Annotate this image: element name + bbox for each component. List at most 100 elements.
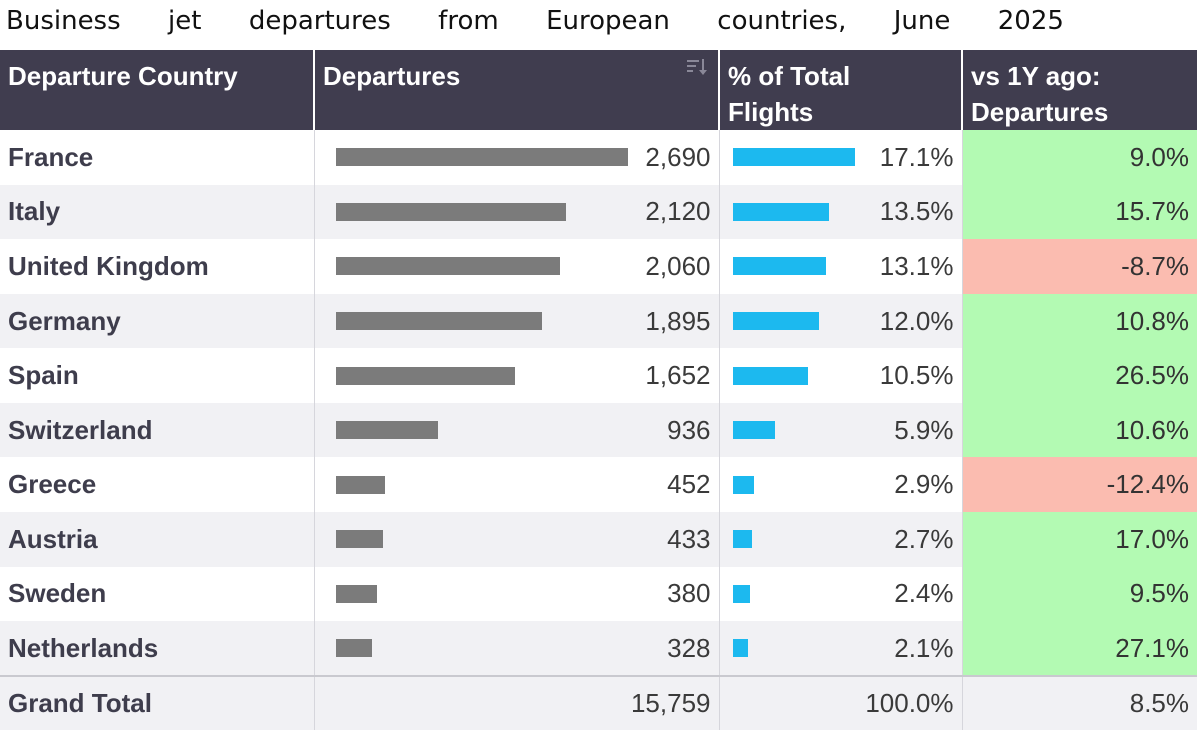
table-row[interactable]: Germany 1,895 12.0% 10.8% [0,293,1197,349]
share-cell: 12.0% [718,293,962,349]
share-value: 5.9% [894,414,954,445]
table-row[interactable]: Spain 1,652 10.5% 26.5% [0,348,1197,403]
departures-cell: 2,120 [313,184,719,240]
grand-total-departures: 15,759 [313,674,719,730]
departures-value: 1,652 [645,360,711,391]
table-row[interactable]: Austria 433 2.7% 17.0% [0,512,1197,567]
header-change-line1: vs 1Y ago: [971,61,1101,91]
share-bar [732,530,752,549]
country-cell: Italy [0,184,314,240]
table-row[interactable]: Netherlands 328 2.1% 27.1% [0,621,1197,676]
share-value: 12.0% [879,305,954,336]
change-cell: 27.1% [961,621,1197,676]
departures-bar [335,148,628,167]
departures-value: 2,060 [645,250,711,281]
departures-cell: 433 [313,512,719,567]
share-value: 13.5% [879,196,954,227]
title-word: jet [168,6,202,36]
departures-value: 380 [667,578,711,609]
departures-bar [335,475,385,494]
change-cell: 26.5% [961,348,1197,403]
chart-title: Business jet departures from European countri… [6,4,1064,38]
country-cell: United Kingdom [0,239,314,294]
header-row: Departure Country Departures % of Total … [0,50,1197,130]
share-value: 2.1% [894,632,954,663]
change-cell: -12.4% [961,457,1197,513]
departures-cell: 380 [313,566,719,622]
departures-cell: 452 [313,457,719,513]
change-cell: 9.0% [961,130,1197,185]
departures-cell: 328 [313,621,719,676]
share-cell: 2.9% [718,457,962,513]
title-word: Business [6,6,121,36]
share-value: 2.7% [894,523,954,554]
share-cell: 2.1% [718,621,962,676]
departures-value: 2,120 [645,196,711,227]
departures-cell: 936 [313,402,719,458]
table-body: France 2,690 17.1% 9.0% Italy 2,120 13.5% 15.7%… [0,130,1197,676]
departures-value: 1,895 [645,305,711,336]
header-country[interactable]: Departure Country [0,50,314,130]
title-word: departures [248,6,391,36]
share-bar [732,475,754,494]
departures-bar [335,312,542,331]
change-cell: -8.7% [961,239,1197,294]
departures-cell: 2,690 [313,130,719,185]
change-cell: 10.6% [961,402,1197,458]
change-cell: 15.7% [961,184,1197,240]
departures-bar [335,257,560,276]
share-cell: 2.7% [718,512,962,567]
country-cell: Netherlands [0,621,314,676]
title-word: European [546,6,670,36]
header-share-line1: % of Total [728,61,851,91]
share-bar [732,148,855,167]
share-value: 2.9% [894,469,954,500]
departures-bar [335,421,438,440]
share-cell: 17.1% [718,130,962,185]
share-bar [732,421,775,440]
share-value: 2.4% [894,578,954,609]
grand-total-label: Grand Total [0,674,314,730]
departures-table: Departure Country Departures % of Total … [0,50,1197,730]
departures-value: 328 [667,632,711,663]
departures-bar [335,639,372,657]
table-row[interactable]: Italy 2,120 13.5% 15.7% [0,184,1197,240]
table-row[interactable]: Sweden 380 2.4% 9.5% [0,566,1197,622]
departures-bar [335,530,383,549]
share-value: 13.1% [879,250,954,281]
departures-cell: 2,060 [313,239,719,294]
title-word: June [893,6,951,36]
country-cell: Sweden [0,566,314,622]
country-cell: France [0,130,314,185]
share-cell: 13.1% [718,239,962,294]
share-cell: 10.5% [718,348,962,403]
departures-value: 2,690 [645,141,711,172]
country-cell: Spain [0,348,314,403]
departures-cell: 1,895 [313,293,719,349]
share-bar [732,584,750,603]
departures-cell: 1,652 [313,348,719,403]
country-cell: Greece [0,457,314,513]
header-share[interactable]: % of Total Flights [718,50,962,130]
grand-total-change: 8.5% [961,674,1197,730]
sort-descending-icon[interactable] [686,58,708,76]
title-word: countries, [717,6,847,36]
title-word: 2025 [997,6,1064,36]
table-row[interactable]: United Kingdom 2,060 13.1% -8.7% [0,239,1197,294]
share-bar [732,202,829,221]
share-cell: 2.4% [718,566,962,622]
change-cell: 9.5% [961,566,1197,622]
table-row[interactable]: Greece 452 2.9% -12.4% [0,457,1197,513]
header-change[interactable]: vs 1Y ago: Departures [961,50,1197,130]
change-cell: 10.8% [961,293,1197,349]
departures-value: 452 [667,469,711,500]
share-bar [732,639,748,657]
country-cell: Switzerland [0,402,314,458]
share-bar [732,312,819,331]
table-row[interactable]: France 2,690 17.1% 9.0% [0,130,1197,185]
share-bar [732,366,808,385]
share-cell: 13.5% [718,184,962,240]
table-row[interactable]: Switzerland 936 5.9% 10.6% [0,402,1197,458]
header-departures[interactable]: Departures [313,50,719,130]
country-cell: Germany [0,293,314,349]
